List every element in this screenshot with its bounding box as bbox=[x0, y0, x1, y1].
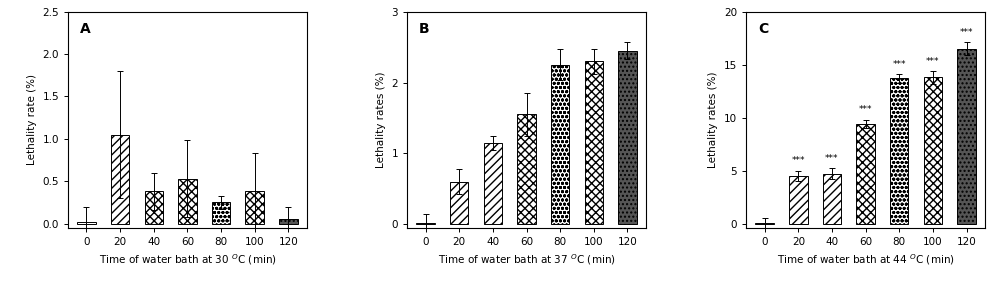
X-axis label: Time of water bath at 37 $^O$C (min): Time of water bath at 37 $^O$C (min) bbox=[438, 252, 615, 267]
Text: B: B bbox=[419, 22, 430, 36]
Text: ***: *** bbox=[825, 154, 839, 163]
Bar bbox=[77, 222, 96, 223]
Bar bbox=[111, 135, 129, 223]
Y-axis label: Lethality rates (%): Lethality rates (%) bbox=[708, 72, 718, 168]
Bar bbox=[245, 191, 264, 223]
Text: ***: *** bbox=[926, 57, 940, 66]
Bar bbox=[517, 114, 536, 224]
Text: ***: *** bbox=[960, 28, 973, 37]
Bar bbox=[551, 65, 569, 224]
Text: ***: *** bbox=[892, 60, 906, 69]
Text: ***: *** bbox=[859, 105, 872, 114]
Bar bbox=[450, 182, 468, 224]
Text: A: A bbox=[80, 22, 91, 36]
Bar bbox=[585, 61, 603, 224]
Text: ***: *** bbox=[792, 156, 805, 165]
Bar bbox=[416, 223, 435, 224]
Bar bbox=[823, 174, 841, 223]
Bar bbox=[484, 143, 502, 224]
Bar bbox=[890, 79, 908, 223]
Bar bbox=[212, 202, 230, 223]
X-axis label: Time of water bath at 44 $^O$C (min): Time of water bath at 44 $^O$C (min) bbox=[777, 252, 954, 267]
Bar bbox=[789, 176, 808, 223]
X-axis label: Time of water bath at 30 $^O$C (min): Time of water bath at 30 $^O$C (min) bbox=[99, 252, 276, 267]
Bar bbox=[957, 49, 976, 223]
Y-axis label: Lethality rate (%): Lethality rate (%) bbox=[27, 74, 37, 165]
Bar bbox=[856, 124, 875, 223]
Bar bbox=[145, 191, 163, 223]
Bar bbox=[924, 77, 942, 223]
Text: C: C bbox=[758, 22, 768, 36]
Bar bbox=[618, 51, 637, 224]
Y-axis label: Lethality rates (%): Lethality rates (%) bbox=[376, 72, 386, 168]
Bar bbox=[279, 219, 298, 223]
Bar bbox=[178, 179, 197, 223]
